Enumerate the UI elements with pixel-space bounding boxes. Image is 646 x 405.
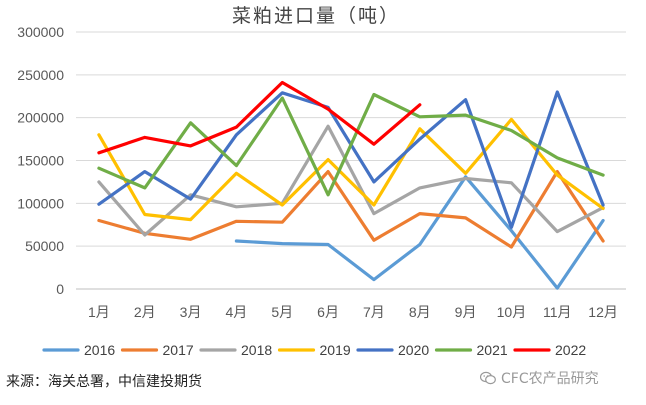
x-tick-label: 6月 — [317, 304, 339, 320]
wechat-icon — [480, 371, 496, 385]
y-tick-label: 250000 — [17, 67, 64, 83]
y-tick-label: 300000 — [17, 24, 64, 40]
series-line-2019 — [97, 117, 605, 222]
legend: 2016 2017 2018 2019 2020 2021 2022 — [42, 342, 586, 358]
series-line-2018 — [97, 124, 605, 237]
series-lines — [97, 80, 605, 290]
source-note: 来源：海关总署，中信建投期货 — [6, 374, 202, 390]
legend-label-2017: 2017 — [163, 342, 194, 358]
legend-label-2018: 2018 — [241, 342, 272, 358]
y-axis: 0 50000 100000 150000 200000 250000 300000 — [17, 24, 64, 297]
series-line-2022 — [97, 80, 422, 155]
legend-label-2016: 2016 — [84, 342, 115, 358]
chart-title: 菜粕进口量（吨） — [232, 5, 400, 27]
x-tick-label: 9月 — [455, 304, 477, 320]
x-tick-label: 3月 — [180, 304, 202, 320]
x-tick-label: 10月 — [497, 304, 527, 320]
x-tick-label: 2月 — [134, 304, 156, 320]
y-tick-label: 150000 — [17, 153, 64, 169]
x-tick-label: 5月 — [271, 304, 293, 320]
legend-label-2021: 2021 — [477, 342, 508, 358]
legend-label-2020: 2020 — [398, 342, 429, 358]
legend-label-2022: 2022 — [555, 342, 586, 358]
watermark: CFC农产品研究 — [480, 368, 599, 388]
legend-label-2019: 2019 — [320, 342, 351, 358]
x-axis: 1月 2月 3月 4月 5月 6月 7月 8月 9月 10月 11月 12月 — [88, 304, 618, 320]
y-tick-label: 50000 — [25, 238, 64, 254]
x-tick-label: 8月 — [409, 304, 431, 320]
x-tick-label: 11月 — [543, 304, 572, 320]
y-tick-label: 0 — [56, 281, 64, 297]
x-tick-label: 12月 — [588, 304, 618, 320]
series-line-2016 — [234, 175, 605, 290]
y-tick-label: 200000 — [17, 110, 64, 126]
series-line-2017 — [97, 170, 605, 249]
x-tick-label: 1月 — [88, 304, 110, 320]
x-tick-label: 4月 — [226, 304, 248, 320]
series-line-2021 — [97, 92, 605, 197]
watermark-text: CFC农产品研究 — [501, 371, 599, 387]
y-tick-label: 100000 — [17, 195, 64, 211]
x-tick-label: 7月 — [363, 304, 385, 320]
